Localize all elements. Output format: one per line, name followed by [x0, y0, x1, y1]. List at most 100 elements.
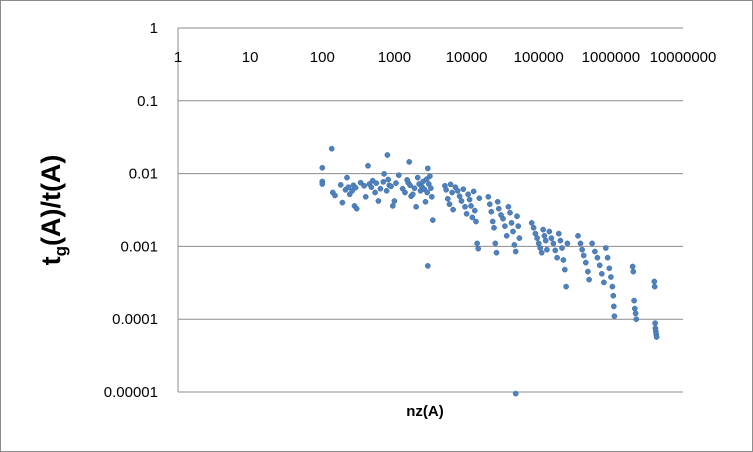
data-point: [489, 218, 496, 225]
data-point: [494, 198, 501, 205]
data-point: [337, 182, 344, 188]
data-point: [352, 184, 359, 191]
data-point: [319, 181, 326, 187]
data-point: [492, 240, 499, 247]
data-point: [652, 320, 658, 327]
y-tick-label: 0.001: [120, 238, 158, 255]
data-point: [610, 303, 617, 310]
data-point: [344, 174, 350, 181]
data-point: [577, 240, 584, 247]
data-point: [469, 214, 476, 221]
data-point: [514, 213, 520, 220]
data-point: [409, 191, 416, 198]
data-point: [544, 246, 550, 253]
y-tick-label: 0.00001: [104, 384, 158, 401]
data-point: [537, 245, 544, 251]
data-point: [407, 182, 413, 189]
data-point: [602, 245, 609, 251]
data-point: [463, 210, 470, 217]
data-point: [470, 188, 477, 195]
data-point: [491, 224, 497, 231]
data-point: [575, 232, 581, 239]
data-point: [449, 189, 455, 196]
y-axis-label: tg(A)/t(A): [36, 155, 70, 266]
data-point: [406, 159, 413, 165]
data-point: [579, 246, 585, 253]
data-point: [609, 283, 616, 290]
data-point: [538, 249, 545, 256]
data-point: [450, 206, 456, 213]
y-tick-label: 0.01: [129, 166, 158, 183]
data-point: [373, 180, 380, 186]
data-point: [488, 208, 495, 215]
data-point: [339, 199, 346, 206]
data-point: [473, 218, 479, 225]
data-point: [447, 181, 454, 188]
data-point: [365, 162, 371, 169]
data-point: [429, 217, 436, 223]
data-point: [468, 203, 474, 209]
data-point: [383, 187, 390, 194]
x-tick-label: 1000: [378, 49, 411, 66]
data-point: [414, 174, 421, 181]
data-point: [486, 201, 493, 208]
data-point: [631, 297, 637, 304]
data-point: [582, 259, 589, 266]
data-point: [580, 252, 587, 259]
data-point: [332, 192, 338, 199]
data-point: [402, 189, 408, 196]
data-point: [446, 201, 453, 208]
data-point: [384, 152, 391, 158]
data-point: [586, 276, 592, 283]
data-point: [475, 245, 482, 252]
grid-lines: [177, 27, 683, 393]
data-point: [560, 257, 567, 263]
data-point: [516, 235, 523, 241]
data-point: [510, 228, 516, 235]
data-point: [598, 270, 605, 277]
data-point: [485, 193, 492, 200]
data-point: [530, 224, 537, 231]
data-point: [422, 198, 429, 205]
data-point: [424, 263, 431, 269]
data-point: [391, 198, 398, 204]
data-point: [456, 193, 463, 200]
data-point: [428, 185, 434, 192]
data-point: [476, 195, 483, 202]
data-point: [460, 186, 467, 193]
data-point: [604, 254, 611, 261]
data-point: [427, 173, 433, 180]
data-point: [629, 263, 636, 270]
data-point: [462, 203, 468, 210]
data-point: [548, 235, 555, 241]
data-point: [512, 248, 519, 255]
data-point: [594, 254, 601, 261]
data-point: [555, 230, 562, 237]
data-point: [515, 223, 522, 229]
x-tick-label: 10000: [446, 49, 488, 66]
data-point: [542, 237, 549, 244]
data-point: [381, 171, 387, 177]
data-point: [375, 198, 382, 204]
data-point: [541, 232, 548, 239]
data-point: [503, 232, 510, 239]
data-point: [589, 240, 595, 247]
data-point: [466, 196, 473, 203]
data-point: [395, 172, 402, 179]
data-point: [559, 245, 565, 251]
data-point: [632, 310, 639, 317]
x-tick-labels: 1 10 100 1000 10000 100000 1000000 10000000: [174, 49, 717, 66]
data-point: [474, 240, 480, 247]
y-tick-label: 0.0001: [112, 311, 158, 328]
data-point: [454, 187, 461, 194]
data-point: [493, 249, 500, 256]
data-point: [596, 262, 603, 269]
x-axis-label: nz(A): [406, 403, 444, 420]
x-tick-label: 10000000: [650, 49, 717, 66]
data-point: [388, 183, 394, 190]
data-point: [345, 184, 352, 191]
data-point: [511, 242, 518, 248]
y-tick-label: 0.1: [137, 93, 158, 110]
data-point: [411, 185, 418, 192]
